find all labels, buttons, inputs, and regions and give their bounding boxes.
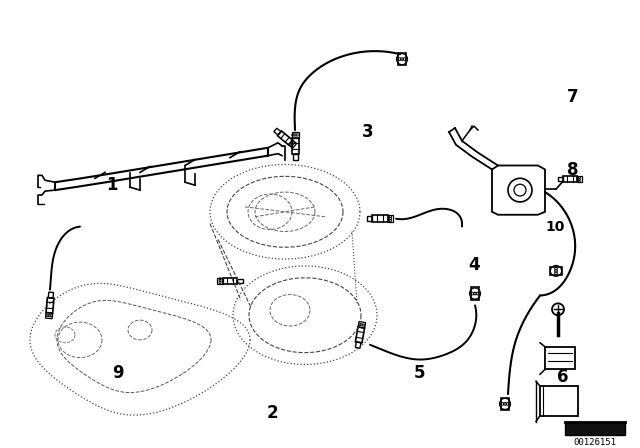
Text: 7: 7 bbox=[567, 88, 579, 106]
Text: 10: 10 bbox=[546, 220, 565, 234]
Text: 4: 4 bbox=[468, 256, 479, 274]
Text: 5: 5 bbox=[413, 364, 425, 382]
Text: 00126151: 00126151 bbox=[573, 438, 616, 448]
Polygon shape bbox=[565, 422, 625, 435]
Text: 9: 9 bbox=[113, 364, 124, 382]
Text: 3: 3 bbox=[362, 123, 374, 142]
Text: 8: 8 bbox=[567, 161, 579, 179]
Text: 6: 6 bbox=[557, 368, 569, 386]
Text: 1: 1 bbox=[106, 177, 118, 194]
Text: 2: 2 bbox=[266, 404, 278, 422]
